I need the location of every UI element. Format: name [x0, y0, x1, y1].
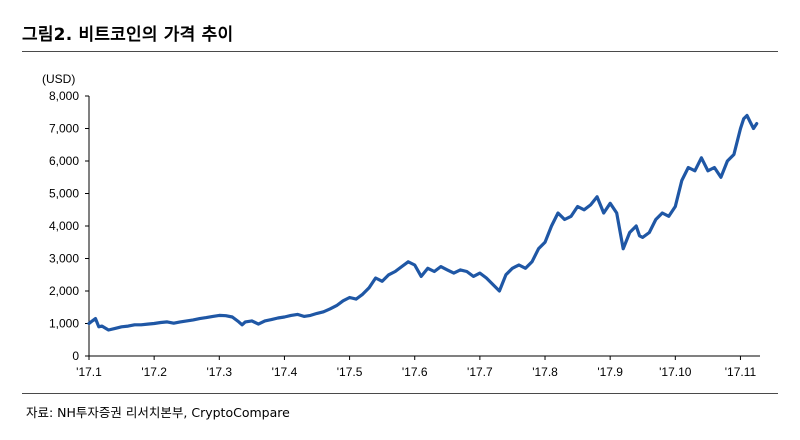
y-tick-label: 0	[72, 349, 79, 363]
x-tick-label: '17.4	[272, 365, 298, 379]
y-tick-label: 8,000	[49, 89, 79, 103]
x-axis: '17.1 '17.2 '17.3 '17.4 '17.5 '17.6 '17.7 '17.8…	[76, 355, 760, 379]
y-tick-label: 2,000	[49, 284, 79, 298]
y-tick-label: 6,000	[49, 154, 79, 168]
x-tick-label: '17.7	[467, 365, 493, 379]
x-tick-label: '17.3	[206, 365, 232, 379]
title-divider	[22, 51, 778, 52]
x-tick-label: '17.8	[532, 365, 558, 379]
y-tick-label: 4,000	[49, 219, 79, 233]
source-divider	[22, 393, 778, 394]
x-tick-label: '17.5	[337, 365, 363, 379]
x-tick-label: '17.1	[76, 365, 102, 379]
y-tick-label: 1,000	[49, 317, 79, 331]
y-tick-label: 7,000	[49, 122, 79, 136]
source-note: 자료: NH투자증권 리서치본부, CryptoCompare	[26, 405, 290, 420]
x-tick-label: '17.2	[141, 365, 167, 379]
price-series-line	[87, 113, 759, 332]
x-tick-label: '17.11	[725, 365, 757, 379]
y-axis-unit-label: (USD)	[42, 72, 75, 86]
x-tick-label: '17.6	[402, 365, 428, 379]
figure-title: 그림2. 비트코인의 가격 추이	[22, 25, 234, 45]
y-tick-label: 5,000	[49, 187, 79, 201]
y-tick-label: 3,000	[49, 252, 79, 266]
x-tick-label: '17.10	[659, 365, 692, 379]
y-axis: 0 1,000 2,000 3,000 4,000 5,000 6,000 7,000 8,00…	[49, 89, 90, 363]
x-tick-label: '17.9	[597, 365, 623, 379]
